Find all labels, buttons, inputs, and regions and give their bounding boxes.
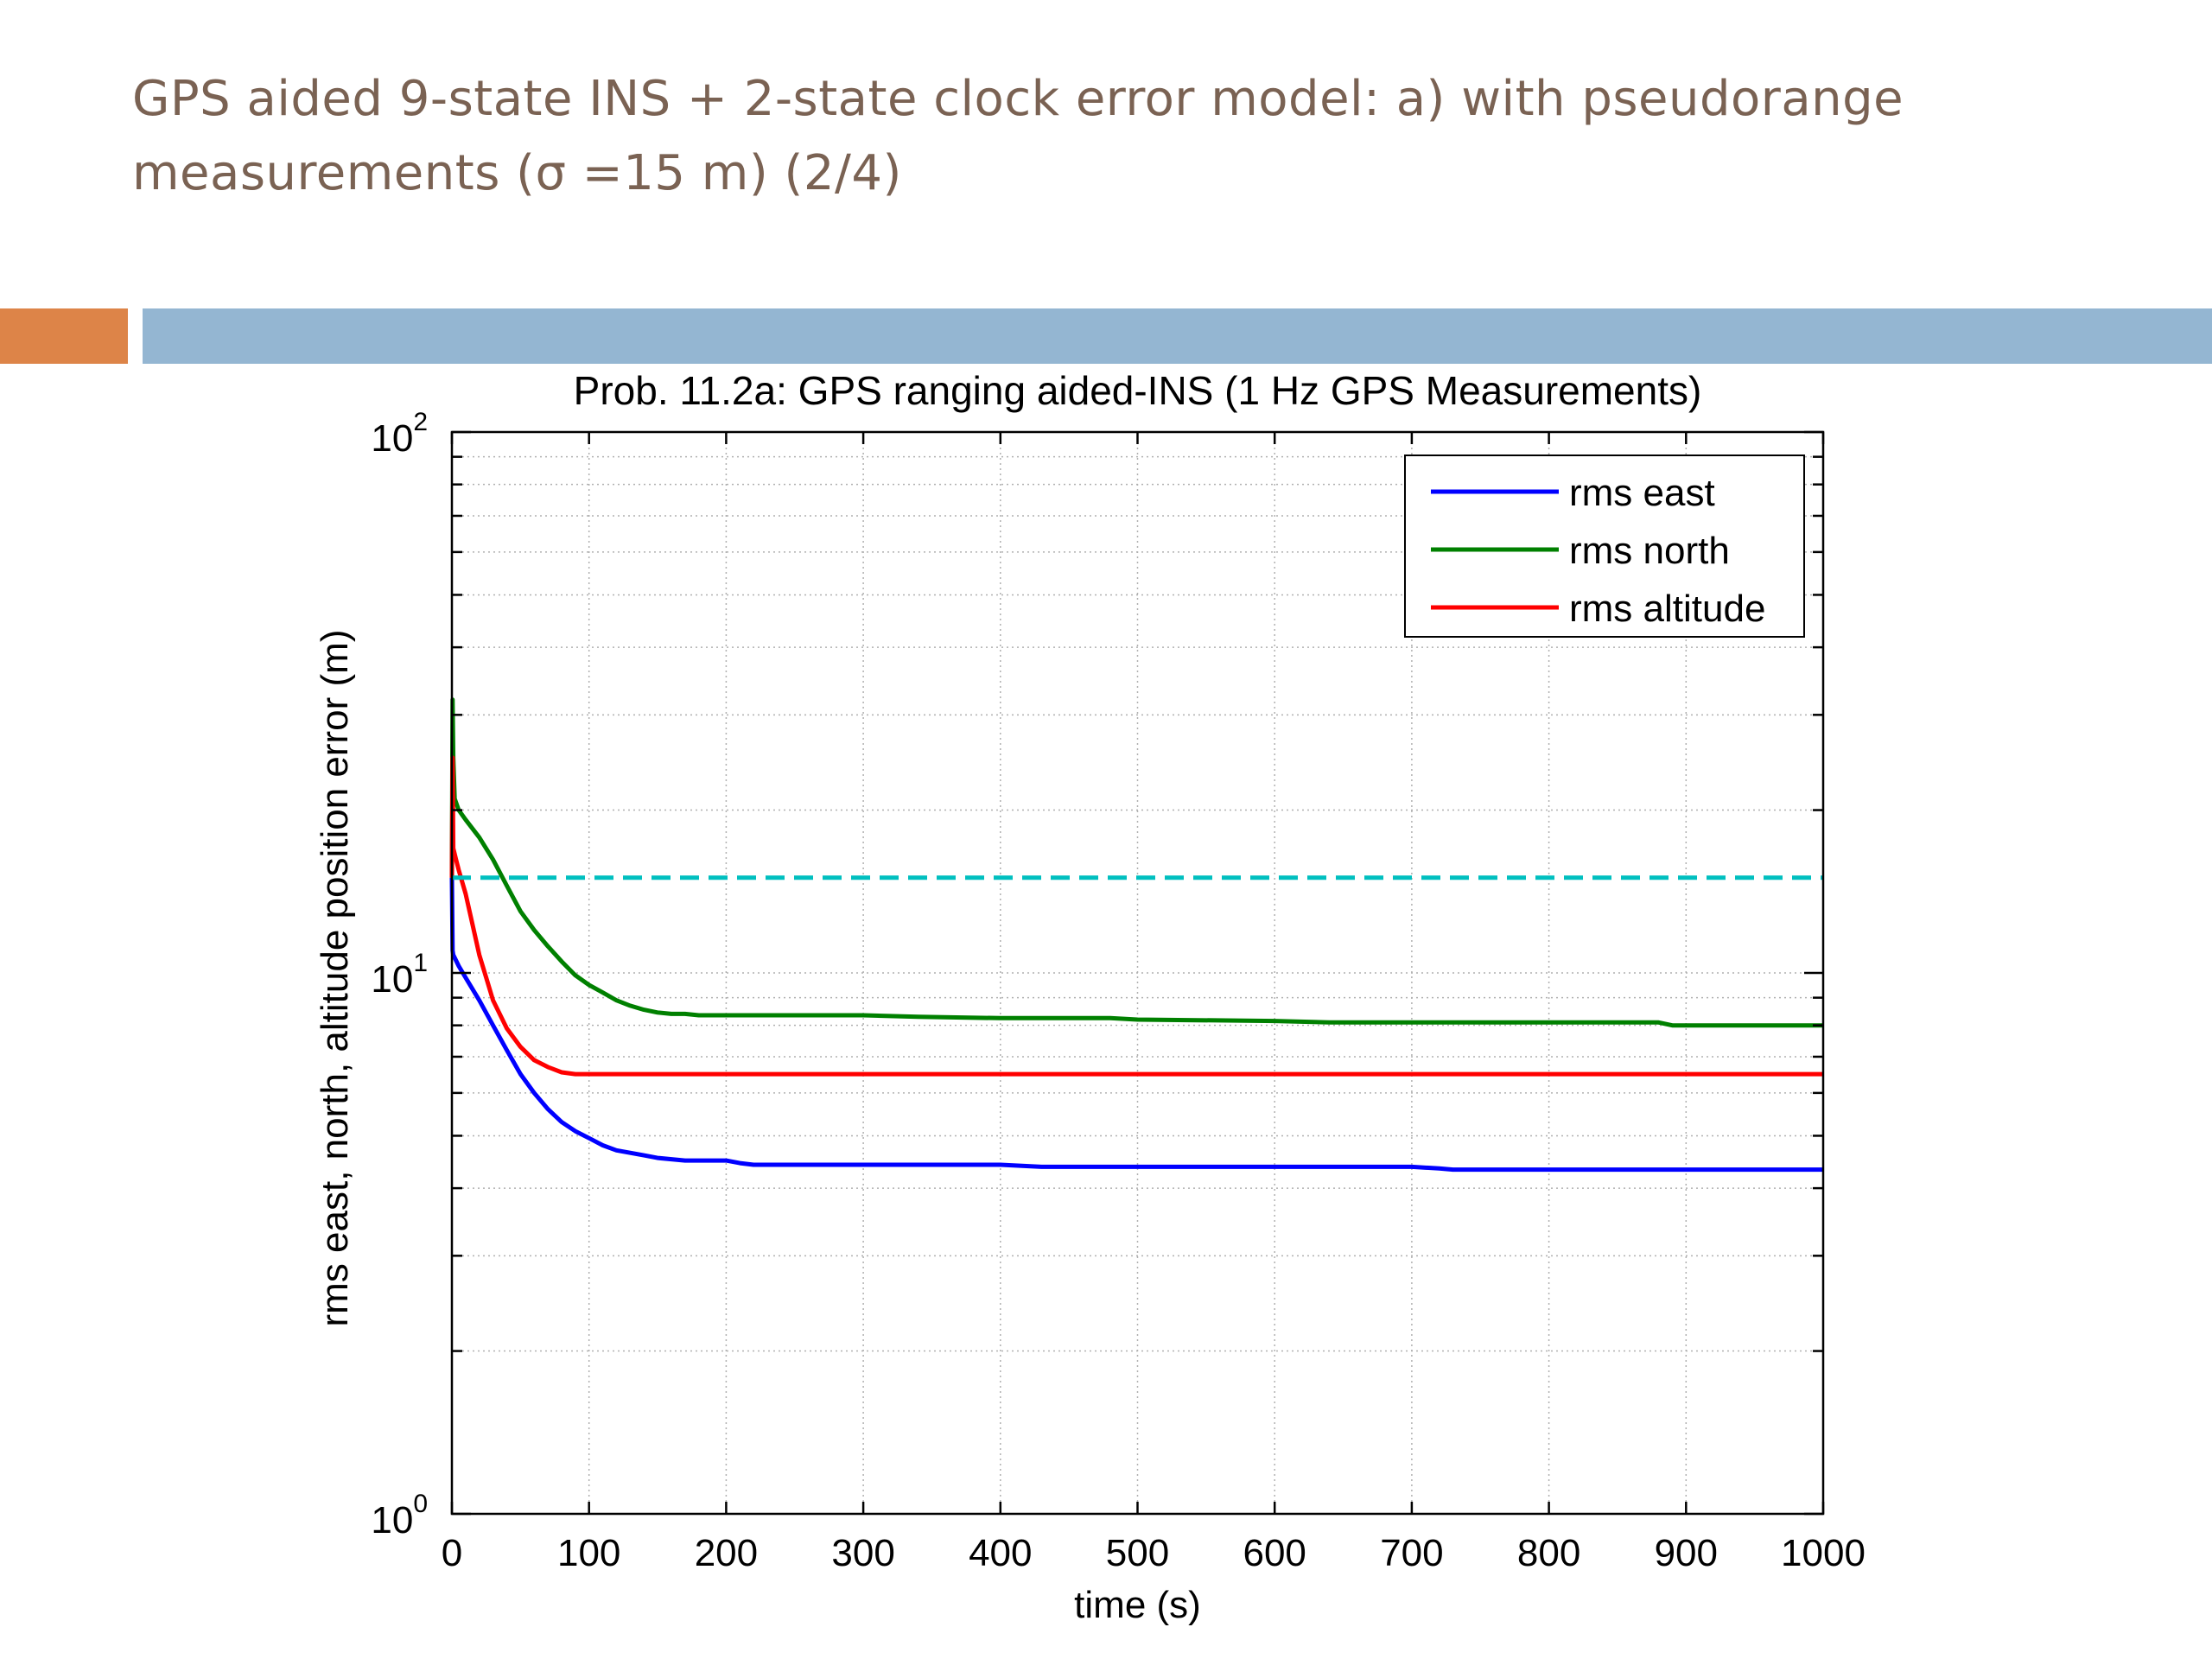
x-axis-label: time (s) (1074, 1584, 1201, 1626)
legend-entry: rms altitude (1569, 588, 1765, 630)
accent-bar-blue (143, 308, 2212, 364)
y-tick-label: 101 (371, 949, 428, 1001)
x-tick-label: 0 (442, 1532, 462, 1574)
x-tick-label: 500 (1106, 1532, 1169, 1574)
x-tick-label: 900 (1655, 1532, 1718, 1574)
slide-title-line-2: measurements (σ =15 m) (2/4) (132, 145, 902, 201)
chart-title: Prob. 11.2a: GPS ranging aided-INS (1 Hz… (574, 368, 1702, 413)
slide-title: GPS aided 9-state INS + 2-state clock er… (132, 62, 2120, 211)
x-tick-label: 800 (1517, 1532, 1580, 1574)
slide-title-line-1: GPS aided 9-state INS + 2-state clock er… (132, 71, 1904, 127)
series-line-rms-east (449, 877, 1823, 1173)
legend: rms east rms north rms altitude (1404, 454, 1805, 638)
series-line-rms-altitude (449, 755, 1823, 1077)
x-tick-label: 1000 (1781, 1532, 1866, 1574)
x-tick-label: 100 (557, 1532, 620, 1574)
accent-bar-orange (0, 308, 128, 364)
y-tick-label: 100 (371, 1490, 428, 1541)
y-tick-label: 102 (371, 408, 428, 460)
legend-entry: rms east (1569, 472, 1715, 514)
y-axis-label: rms east, north, altitude position error… (314, 630, 356, 1327)
grid (452, 432, 1823, 1514)
x-tick-label: 600 (1243, 1532, 1306, 1574)
x-tick-label: 300 (831, 1532, 894, 1574)
series-line-rms-north (449, 697, 1823, 1028)
x-tick-label: 200 (695, 1532, 758, 1574)
legend-entry: rms north (1569, 530, 1730, 572)
x-tick-label: 700 (1380, 1532, 1443, 1574)
x-tick-label: 400 (969, 1532, 1032, 1574)
